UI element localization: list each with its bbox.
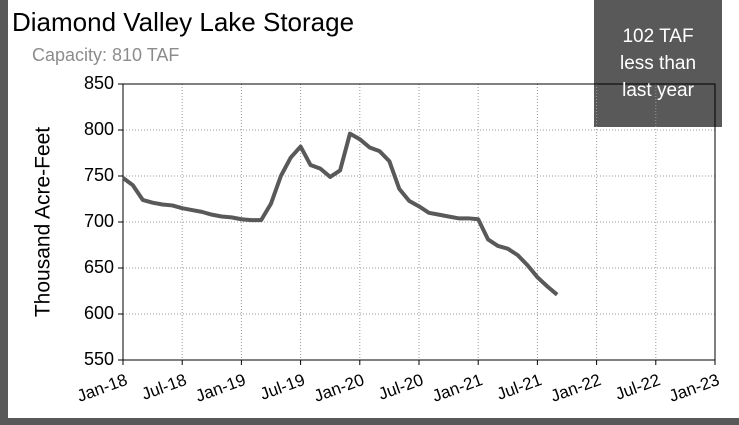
y-axis-label: Thousand Acre-Feet xyxy=(32,127,55,317)
chart-subtitle: Capacity: 810 TAF xyxy=(32,45,179,65)
y-tick-label: 650 xyxy=(84,257,114,277)
annotation-text: last year xyxy=(622,80,694,101)
annotation-text: less than xyxy=(620,53,696,74)
plot-frame xyxy=(122,83,716,361)
y-tick-label: 700 xyxy=(84,211,114,231)
data-line xyxy=(121,131,559,297)
chart-title: Diamond Valley Lake Storage xyxy=(12,7,354,37)
annotation-box xyxy=(594,0,722,127)
y-tick-label: 600 xyxy=(84,303,114,323)
y-tick-label: 750 xyxy=(84,165,114,185)
y-tick-label: 850 xyxy=(84,73,114,93)
left-border xyxy=(0,0,8,425)
bottom-border xyxy=(0,418,739,425)
y-tick-label: 800 xyxy=(84,119,114,139)
y-tick-label: 550 xyxy=(84,349,114,369)
annotation-text: 102 TAF xyxy=(622,26,693,47)
